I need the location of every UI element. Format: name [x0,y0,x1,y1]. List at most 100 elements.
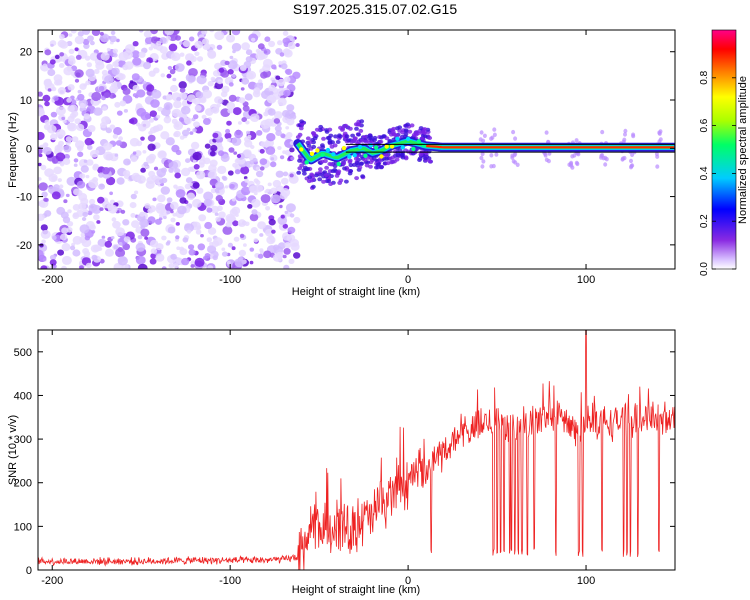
signal-hotspot [395,136,400,141]
noise-blob [55,106,66,116]
signal-halo-blob [350,133,355,138]
noise-blob [148,153,156,161]
noise-blob [249,247,255,252]
noise-blob [168,263,175,269]
signal-hotspot [379,154,384,159]
noise-blob [83,113,91,120]
noise-blob [212,255,218,261]
noise-blob [207,265,214,269]
noise-blob [144,236,149,240]
noise-blob [229,183,235,189]
signal-streak-blob [494,152,499,157]
signal-halo-blob [403,128,409,133]
noise-blob [249,213,259,222]
noise-blob [51,191,61,200]
x-tick-label: 0 [405,575,411,587]
noise-blob [40,265,48,269]
signal-halo-blob [391,132,397,137]
x-tick-label: -200 [41,575,63,587]
noise-blob [67,122,77,132]
noise-blob [232,107,242,116]
noise-blob [193,114,199,120]
noise-blob [51,235,57,240]
noise-blob [240,87,245,91]
noise-blob [257,221,266,230]
noise-blob [139,211,145,217]
colorbar: 0.0 0.2 0.4 0.6 0.8 Normalized spectral ampl… [699,29,749,276]
noise-blob [103,92,111,99]
noise-blob [112,220,121,229]
noise-blob [61,255,72,265]
signal-halo-blob [329,162,334,167]
noise-blob [186,60,192,66]
noise-blob [104,75,114,84]
noise-blob [197,243,206,251]
noise-blob [135,103,143,110]
signal-halo-blob [298,126,304,131]
noise-blob [104,240,113,248]
spectrogram-y-axis: -20 -10 0 10 20 [16,47,675,252]
signal-halo-blob [360,174,365,179]
noise-blob [189,131,194,135]
noise-blob [41,239,46,244]
noise-blob [221,247,226,251]
noise-blob [70,95,75,100]
signal-halo-blob [326,179,332,183]
noise-blob [157,106,163,112]
noise-blob [161,235,167,241]
signal-streak-blob [482,133,487,138]
noise-blob [87,145,93,150]
signal-halo-blob [344,179,349,184]
signal-halo-blob [321,136,326,141]
noise-blob [186,229,192,234]
signal-halo-blob [419,136,425,141]
noise-blob [42,94,51,102]
noise-blob [196,56,204,62]
noise-blob [232,50,236,54]
noise-blob [72,235,83,245]
noise-blob [263,48,271,55]
noise-blob [176,246,181,250]
noise-blob [268,218,276,226]
noise-blob [135,255,146,265]
signal-halo-blob [343,123,349,128]
noise-blob [192,182,200,189]
noise-blob [209,30,215,33]
noise-blob [68,33,73,37]
noise-blob [264,36,271,42]
noise-blob [159,213,164,218]
noise-blob [260,119,271,129]
noise-blob [226,261,231,265]
noise-blob [67,209,72,214]
noise-blob [168,43,178,52]
y-tick-label: 20 [20,47,32,59]
noise-blob [243,243,247,247]
noise-blob [109,199,115,205]
noise-blob [156,168,166,178]
noise-blob [180,105,191,115]
noise-blob [142,80,147,85]
colorbar-tick-label: 0.0 [699,262,710,276]
noise-blob [257,43,265,50]
noise-blob [169,69,176,75]
snr-x-axis: -200 -100 0 100 [41,330,595,587]
signal-halo-blob [391,126,396,131]
noise-blob [77,93,85,101]
noise-blob [117,256,128,266]
noise-blob [69,112,77,119]
noise-blob [131,50,140,59]
signal-streak-blob [629,163,634,169]
signal-hotspot [347,154,352,159]
signal-halo-blob [418,126,424,131]
noise-blob [234,258,245,268]
noise-blob [225,221,232,228]
noise-blob [61,116,66,121]
reference-band [345,143,675,153]
noise-blob [282,150,287,155]
noise-blob [280,63,288,70]
noise-blob [188,182,193,187]
noise-blob [260,194,271,204]
noise-blob [159,37,167,44]
signal-halo-blob [359,119,365,124]
noise-blob [42,63,48,68]
